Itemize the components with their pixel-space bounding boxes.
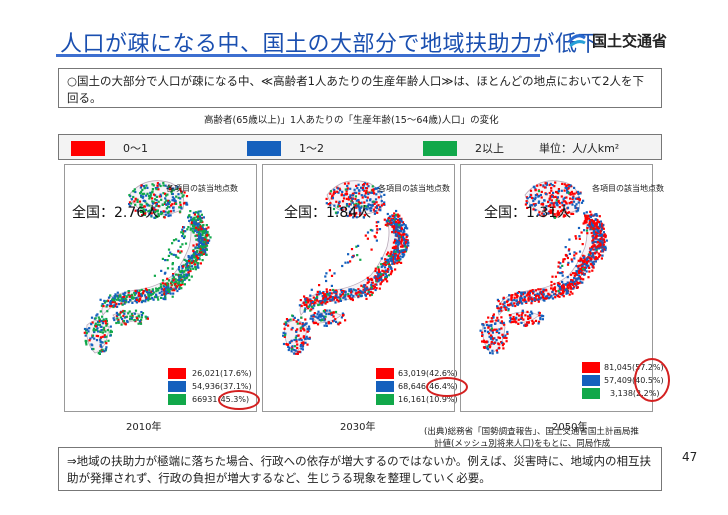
stat-swatch-green	[168, 394, 186, 405]
title-underline	[56, 54, 540, 57]
stat-swatch-blue	[168, 381, 186, 392]
stat-red-2010: 26,021(17.6%)	[192, 369, 252, 378]
legend-swatch-blue	[247, 141, 281, 156]
legend: 0〜1 1〜2 2以上 単位：人/人km²	[58, 134, 662, 160]
stat-swatch-red	[376, 368, 394, 379]
highlight-oval-2010	[218, 390, 260, 410]
legend-swatch-red	[71, 141, 105, 156]
items-count-label: 各項目の該当地点数	[166, 184, 238, 193]
national-label: 全国：	[484, 205, 526, 221]
logo-text: 国土交通省	[592, 31, 668, 50]
year-label-2030: 2030年	[340, 422, 376, 433]
summary-text: ○国土の大部分で人口が疎になる中、≪高齢者1人あたりの生産年齢人口≫は、ほとんど…	[67, 74, 645, 105]
stat-red-2050: 81,045(57.2%)	[604, 363, 664, 372]
mlit-logo-icon	[567, 34, 586, 48]
ministry-logo: 国土交通省	[566, 26, 667, 54]
national-label: 全国：	[284, 205, 326, 221]
items-count-label: 各項目の該当地点数	[378, 184, 450, 193]
stat-blue-2010: 54,936(37.1%)	[192, 382, 252, 391]
highlight-oval-2030	[426, 377, 468, 397]
year-label-2010: 2010年	[126, 422, 162, 433]
year-label-2050: 2050年	[552, 422, 588, 433]
source-note: (出典)総務省「国勢調査報告」、国土交通省国土計画局推 計値(メッシュ別将来人口…	[424, 426, 639, 450]
stat-swatch-green	[582, 388, 600, 399]
national-average-2050: 全国：1.31人	[484, 202, 571, 222]
legend-label-0-1: 0〜1	[123, 142, 148, 155]
japan-map-2050	[479, 180, 608, 355]
national-value: 1.31人	[526, 205, 572, 221]
page-title: 人口が疎になる中、国土の大部分で地域扶助力が低下	[60, 32, 601, 57]
page-number: 47	[682, 450, 698, 464]
stat-swatch-red	[168, 368, 186, 379]
source-line-1: (出典)総務省「国勢調査報告」、国土交通省国土計画局推	[424, 427, 639, 437]
legend-label-2-plus: 2以上	[475, 142, 504, 155]
items-count-label: 各項目の該当地点数	[592, 184, 664, 193]
conclusion-box: ⇒地域の扶助力が極端に落ちた場合、行政への依存が増大するのではないか。例えば、災…	[58, 447, 662, 491]
stat-swatch-red	[582, 362, 600, 373]
stat-red-2030: 63,019(42.6%)	[398, 369, 458, 378]
map-panel-2010	[64, 164, 257, 412]
legend-swatch-green	[423, 141, 457, 156]
map-panel-2050	[460, 164, 653, 412]
chart-caption: 高齢者(65歳以上)」1人あたりの「生産年齢(15〜64歳)人口」の変化	[204, 115, 499, 126]
japan-map-2010	[83, 180, 212, 355]
national-label: 全国：	[72, 205, 114, 221]
stat-swatch-blue	[582, 375, 600, 386]
map-panel-2030	[262, 164, 455, 412]
japan-map-2030	[282, 180, 410, 355]
conclusion-text: ⇒地域の扶助力が極端に落ちた場合、行政への依存が増大するのではないか。例えば、災…	[67, 454, 652, 485]
national-average-2010: 全国：2.76人	[72, 202, 159, 222]
unit-label: 単位：人/人km²	[539, 142, 620, 155]
source-line-2: 計値(メッシュ別将来人口)をもとに、同局作成	[434, 439, 611, 449]
stat-swatch-green	[376, 394, 394, 405]
stat-green-2030: 16,161(10.9%)	[398, 395, 458, 404]
stat-green-2050: 3,138(2.2%)	[610, 389, 660, 398]
summary-box: ○国土の大部分で人口が疎になる中、≪高齢者1人あたりの生産年齢人口≫は、ほとんど…	[58, 68, 662, 108]
national-value: 2.76人	[114, 205, 160, 221]
national-average-2030: 全国：1.84人	[284, 202, 371, 222]
stat-blue-2050: 57,409(40.5%)	[604, 376, 664, 385]
national-value: 1.84人	[326, 205, 372, 221]
highlight-oval-2050	[634, 358, 670, 402]
stat-swatch-blue	[376, 381, 394, 392]
legend-label-1-2: 1〜2	[299, 142, 324, 155]
